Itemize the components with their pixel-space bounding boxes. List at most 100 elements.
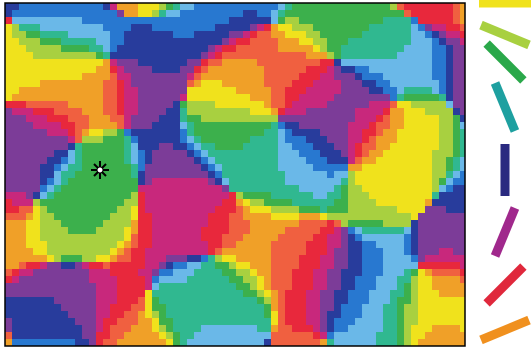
map-cell	[383, 262, 391, 270]
map-cell	[19, 10, 27, 18]
map-cell	[264, 31, 272, 39]
map-cell	[124, 17, 132, 25]
map-cell	[327, 94, 335, 102]
map-cell	[138, 17, 146, 25]
map-cell	[236, 59, 244, 67]
map-cell	[33, 178, 41, 186]
map-cell	[173, 199, 181, 207]
map-cell	[26, 255, 34, 263]
map-cell	[124, 101, 132, 109]
map-cell	[369, 325, 377, 333]
map-cell	[257, 290, 265, 298]
map-cell	[12, 87, 20, 95]
map-cell	[138, 73, 146, 81]
map-cell	[411, 38, 419, 46]
map-cell	[369, 262, 377, 270]
map-cell	[292, 157, 300, 165]
map-cell	[110, 87, 118, 95]
map-cell	[89, 108, 97, 116]
map-cell	[446, 101, 454, 109]
map-cell	[152, 283, 160, 291]
map-cell	[313, 248, 321, 256]
map-cell	[306, 255, 314, 263]
map-cell	[411, 290, 419, 298]
map-cell	[369, 255, 377, 263]
map-cell	[334, 241, 342, 249]
map-cell	[75, 213, 83, 221]
map-cell	[327, 52, 335, 60]
map-cell	[355, 262, 363, 270]
map-cell	[68, 262, 76, 270]
map-cell	[166, 304, 174, 312]
map-cell	[110, 192, 118, 200]
map-cell	[439, 52, 447, 60]
map-cell	[369, 108, 377, 116]
map-cell	[54, 213, 62, 221]
map-cell	[152, 31, 160, 39]
map-cell	[12, 66, 20, 74]
map-cell	[257, 171, 265, 179]
map-cell	[201, 248, 209, 256]
map-cell	[40, 171, 48, 179]
map-cell	[236, 122, 244, 130]
map-cell	[271, 178, 279, 186]
map-cell	[166, 164, 174, 172]
map-cell	[411, 108, 419, 116]
map-cell	[40, 304, 48, 312]
map-cell	[369, 59, 377, 67]
map-cell	[124, 143, 132, 151]
map-cell	[82, 31, 90, 39]
map-cell	[75, 192, 83, 200]
map-cell	[96, 290, 104, 298]
map-cell	[40, 45, 48, 53]
map-cell	[117, 129, 125, 137]
map-cell	[19, 318, 27, 326]
map-cell	[285, 262, 293, 270]
map-cell	[33, 80, 41, 88]
map-cell	[250, 185, 258, 193]
map-cell	[47, 199, 55, 207]
map-cell	[194, 185, 202, 193]
map-cell	[306, 290, 314, 298]
map-cell	[243, 38, 251, 46]
map-cell	[5, 325, 13, 333]
map-cell	[397, 59, 405, 67]
map-cell	[376, 24, 384, 32]
map-cell	[271, 171, 279, 179]
map-cell	[278, 24, 286, 32]
map-cell	[411, 10, 419, 18]
map-cell	[383, 52, 391, 60]
map-cell	[383, 17, 391, 25]
map-cell	[82, 185, 90, 193]
map-cell	[138, 248, 146, 256]
map-cell	[152, 73, 160, 81]
map-cell	[355, 192, 363, 200]
map-cell	[404, 164, 412, 172]
map-cell	[19, 94, 27, 102]
map-cell	[390, 157, 398, 165]
map-cell	[271, 136, 279, 144]
map-cell	[376, 192, 384, 200]
map-cell	[12, 10, 20, 18]
map-cell	[124, 227, 132, 235]
map-cell	[376, 108, 384, 116]
map-cell	[418, 17, 426, 25]
map-cell	[61, 234, 69, 242]
map-cell	[131, 108, 139, 116]
map-cell	[460, 332, 468, 340]
map-cell	[194, 192, 202, 200]
map-cell	[61, 276, 69, 284]
map-cell	[26, 332, 34, 340]
map-cell	[61, 52, 69, 60]
map-cell	[131, 227, 139, 235]
map-cell	[208, 227, 216, 235]
map-cell	[334, 59, 342, 67]
map-cell	[61, 122, 69, 130]
map-cell	[166, 227, 174, 235]
map-cell	[19, 206, 27, 214]
map-cell	[362, 122, 370, 130]
map-cell	[152, 10, 160, 18]
map-cell	[404, 276, 412, 284]
map-cell	[19, 311, 27, 319]
map-cell	[460, 241, 468, 249]
